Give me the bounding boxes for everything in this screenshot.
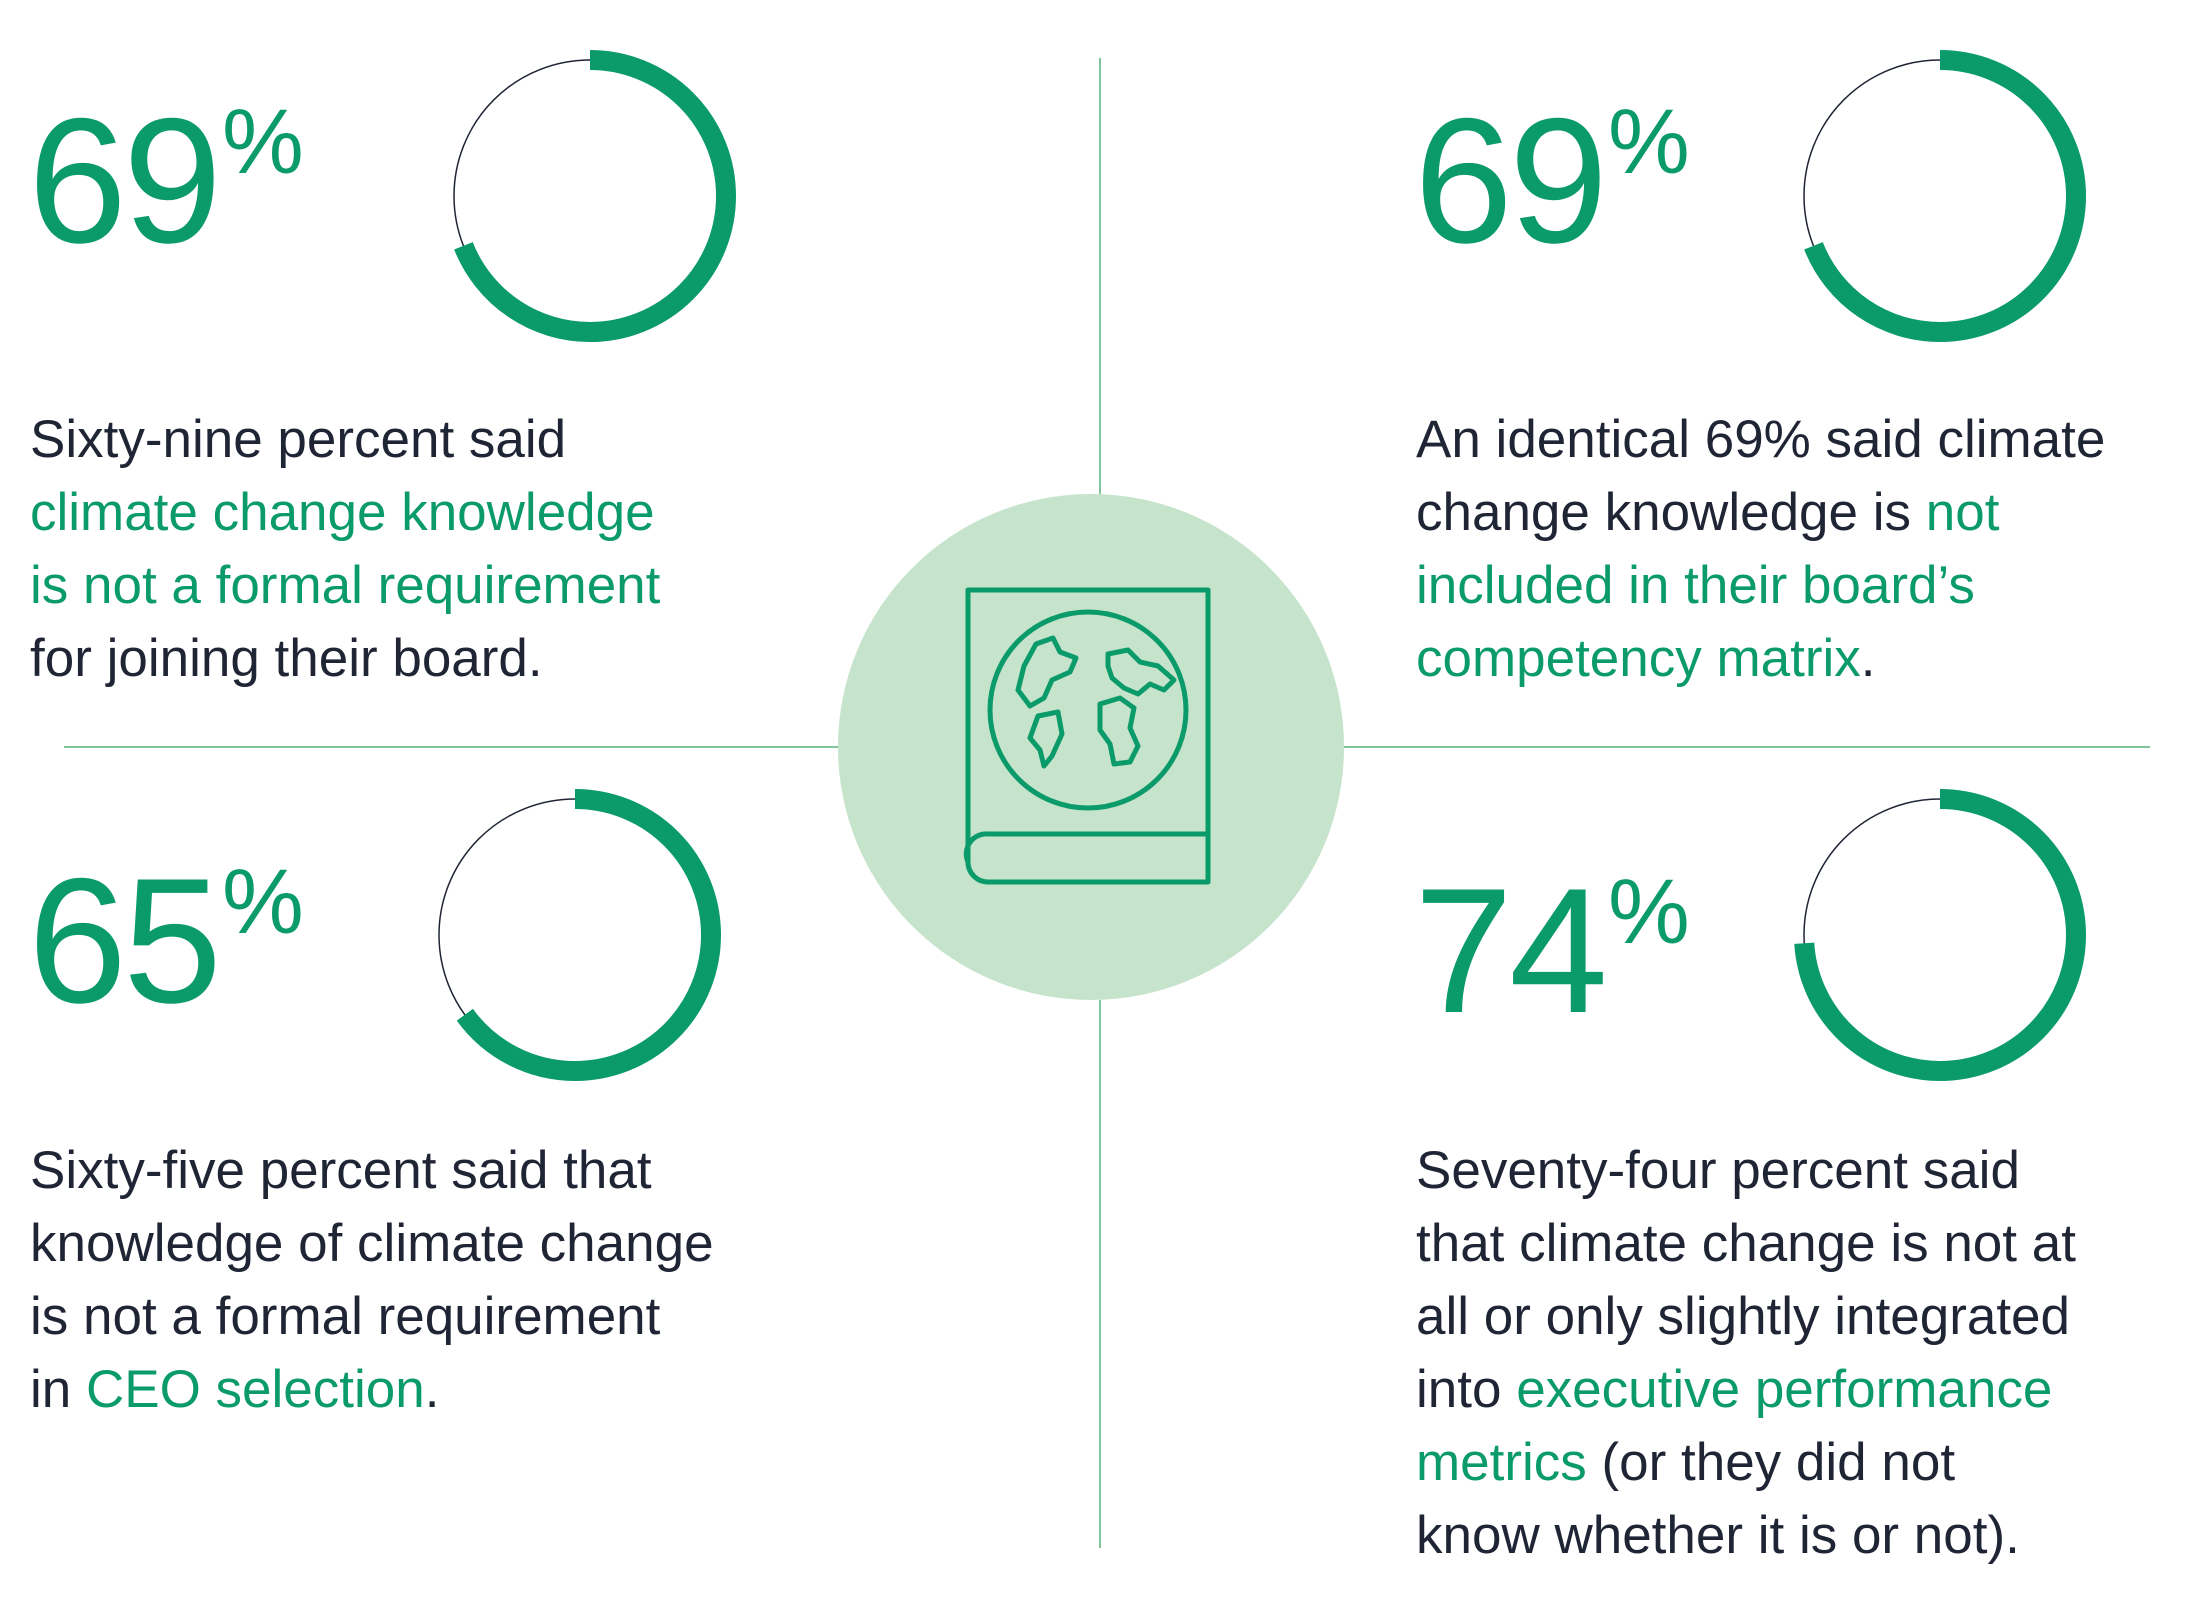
body-text: in <box>30 1360 86 1419</box>
highlighted-text: executive performance <box>1516 1360 2053 1419</box>
text-line: climate change knowledge <box>30 476 660 549</box>
text-line: change knowledge is not <box>1416 476 2105 549</box>
progress-ring <box>1794 50 2086 342</box>
text-line: all or only slightly integrated <box>1416 1280 2076 1353</box>
text-line: in CEO selection. <box>30 1353 714 1426</box>
highlighted-text: included in their board’s <box>1416 556 1975 615</box>
body-text: know whether it is or not). <box>1416 1506 2020 1565</box>
body-text: (or they did not <box>1586 1433 1956 1492</box>
body-text: . <box>1860 629 1876 688</box>
progress-ring <box>1794 789 2086 1081</box>
stat-value: 69 <box>28 81 222 280</box>
percent-sign: % <box>222 91 304 193</box>
text-line: for joining their board. <box>30 622 660 695</box>
body-text: into <box>1416 1360 1517 1419</box>
text-line: into executive performance <box>1416 1353 2076 1426</box>
text-line: knowledge of climate change <box>30 1207 714 1280</box>
ring-progress-arc <box>1794 50 2086 342</box>
ring-progress-arc <box>1794 789 2086 1081</box>
stat-value: 74 <box>1414 851 1608 1050</box>
body-text: An identical 69% said climate <box>1416 410 2106 469</box>
body-text: . <box>424 1360 440 1419</box>
body-text: Sixty-nine percent said <box>30 410 567 469</box>
percent-sign: % <box>1608 91 1690 193</box>
highlighted-text: CEO selection <box>85 1360 425 1419</box>
stat-number: 74% <box>1414 862 1690 1040</box>
stat-number: 69% <box>28 92 304 270</box>
stat-description: An identical 69% said climate change know… <box>1416 403 2105 695</box>
body-text: knowledge of climate change <box>30 1214 714 1273</box>
body-text: Seventy-four percent said <box>1416 1141 2020 1200</box>
text-line: is not a formal requirement <box>30 1280 714 1353</box>
progress-ring <box>429 789 721 1081</box>
stat-number: 69% <box>1414 92 1690 270</box>
text-line: Seventy-four percent said <box>1416 1134 2076 1207</box>
highlighted-text: competency matrix <box>1416 629 1861 688</box>
globe-book-icon <box>963 587 1211 885</box>
ring-progress-arc <box>429 789 721 1081</box>
highlighted-text: is not a formal requirement <box>30 556 661 615</box>
body-text: is not a formal requirement <box>30 1287 661 1346</box>
text-line: Sixty-nine percent said <box>30 403 660 476</box>
vertical-divider-bottom <box>1099 1000 1101 1548</box>
text-line: that climate change is not at <box>1416 1207 2076 1280</box>
body-text: for joining their board. <box>30 629 543 688</box>
stat-description: Seventy-four percent said that climate ch… <box>1416 1134 2076 1572</box>
text-line: metrics (or they did not <box>1416 1426 2076 1499</box>
body-text: that climate change is not at <box>1416 1214 2076 1273</box>
text-line: An identical 69% said climate <box>1416 403 2105 476</box>
stat-value: 65 <box>28 841 222 1040</box>
body-text: change knowledge is <box>1416 483 1926 542</box>
text-line: included in their board’s <box>1416 549 2105 622</box>
highlighted-text: metrics <box>1416 1433 1587 1492</box>
highlighted-text: not <box>1925 483 2000 542</box>
highlighted-text: climate change knowledge <box>30 483 655 542</box>
center-badge <box>838 494 1344 1000</box>
progress-ring <box>444 50 736 342</box>
text-line: know whether it is or not). <box>1416 1499 2076 1572</box>
text-line: competency matrix. <box>1416 622 2105 695</box>
horizontal-divider-right <box>1344 746 2150 748</box>
text-line: Sixty-five percent said that <box>30 1134 714 1207</box>
stat-description: Sixty-five percent said that knowledge of… <box>30 1134 714 1426</box>
horizontal-divider-left <box>64 746 838 748</box>
ring-progress-arc <box>444 50 736 342</box>
stat-description: Sixty-nine percent said climate change kn… <box>30 403 660 695</box>
percent-sign: % <box>1608 861 1690 963</box>
vertical-divider-top <box>1099 58 1101 494</box>
stat-number: 65% <box>28 852 304 1030</box>
body-text: all or only slightly integrated <box>1416 1287 2071 1346</box>
text-line: is not a formal requirement <box>30 549 660 622</box>
stat-value: 69 <box>1414 81 1608 280</box>
body-text: Sixty-five percent said that <box>30 1141 652 1200</box>
percent-sign: % <box>222 851 304 953</box>
